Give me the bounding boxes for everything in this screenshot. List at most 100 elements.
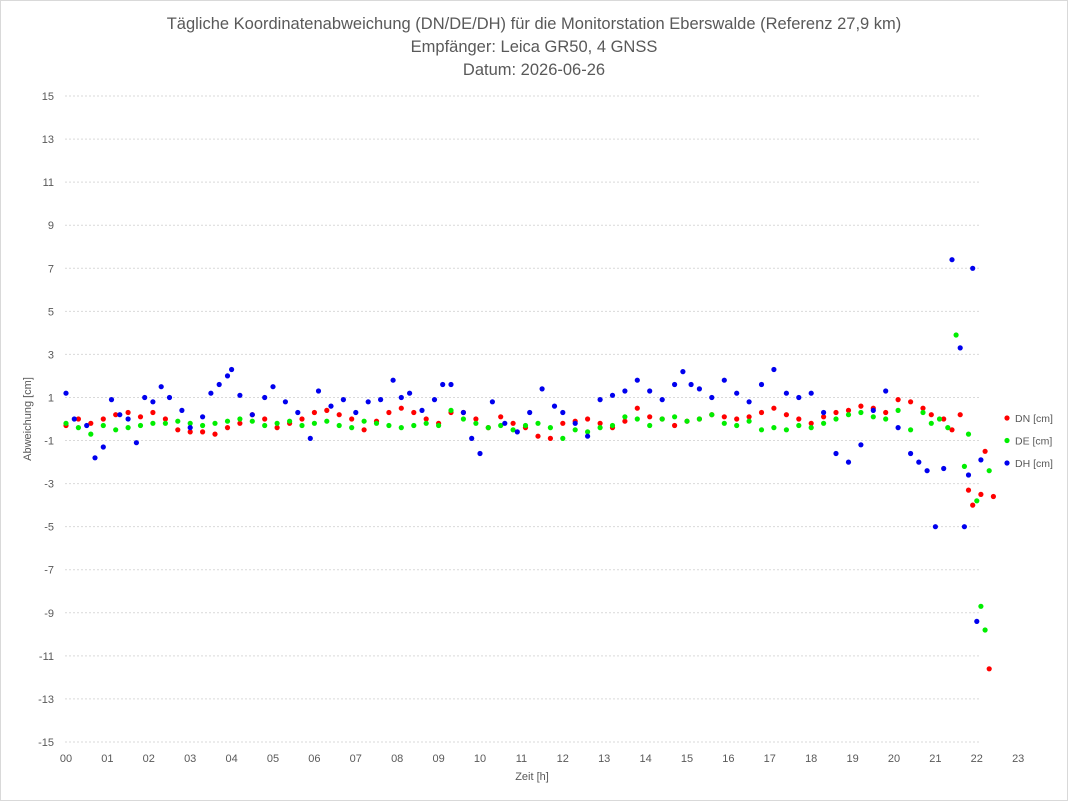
data-point <box>974 498 980 504</box>
data-point <box>216 381 222 388</box>
data-point <box>166 394 173 401</box>
data-point <box>349 425 355 431</box>
x-tick-label: 03 <box>184 753 196 765</box>
data-point <box>551 403 558 409</box>
data-point <box>916 459 922 465</box>
data-point <box>560 435 566 441</box>
data-point <box>709 394 715 401</box>
data-point <box>390 377 396 383</box>
data-point <box>622 388 628 394</box>
data-point <box>212 420 218 426</box>
data-point <box>92 455 98 461</box>
data-point <box>883 388 889 394</box>
x-tick-label: 04 <box>225 753 237 765</box>
data-point <box>734 422 740 429</box>
data-point <box>986 468 992 474</box>
data-point <box>597 420 603 426</box>
data-point <box>883 409 889 416</box>
data-point <box>386 409 392 416</box>
data-point <box>659 397 665 403</box>
data-point <box>965 431 972 437</box>
data-point <box>142 394 148 401</box>
data-point <box>634 405 640 411</box>
data-point <box>150 420 156 426</box>
data-point <box>473 420 479 426</box>
data-point <box>970 502 976 508</box>
x-tick-label: 12 <box>557 753 569 765</box>
data-point <box>137 414 144 420</box>
data-point <box>672 381 678 388</box>
data-point <box>100 422 106 429</box>
x-tick-label: 00 <box>60 753 72 765</box>
data-point <box>970 265 976 271</box>
data-point <box>734 390 740 396</box>
data-point <box>125 425 131 431</box>
data-point <box>137 422 144 429</box>
data-point <box>353 409 359 416</box>
y-tick-label: 13 <box>42 134 54 146</box>
data-point <box>522 422 529 429</box>
data-point <box>734 416 740 422</box>
data-point <box>974 618 980 625</box>
data-point <box>783 412 790 418</box>
data-point <box>361 418 367 424</box>
data-point <box>990 493 997 500</box>
data-point <box>684 418 690 424</box>
data-point <box>808 425 814 431</box>
data-point <box>858 409 864 416</box>
data-point <box>936 416 943 422</box>
data-point <box>908 427 914 433</box>
data-point <box>808 420 814 426</box>
data-point <box>597 425 603 431</box>
data-point <box>978 457 984 463</box>
data-point <box>941 416 947 422</box>
x-tick-label: 18 <box>805 753 817 765</box>
data-point <box>448 407 454 413</box>
x-tick-label: 19 <box>846 753 858 765</box>
data-point <box>498 422 504 429</box>
data-point <box>672 422 678 429</box>
data-point <box>324 407 330 413</box>
data-point <box>398 425 404 431</box>
data-point <box>585 416 591 422</box>
data-point <box>622 414 628 420</box>
data-point <box>460 409 466 416</box>
data-point <box>833 409 839 416</box>
data-point <box>514 429 520 435</box>
data-point <box>622 418 628 424</box>
data-point <box>311 409 317 416</box>
data-point <box>647 388 653 394</box>
x-tick-label: 22 <box>971 753 983 765</box>
data-point <box>63 420 69 426</box>
data-point <box>672 414 678 420</box>
data-point <box>208 390 214 396</box>
data-point <box>162 416 168 422</box>
data-point <box>572 420 578 426</box>
data-point <box>411 422 417 429</box>
data-point <box>949 427 955 433</box>
data-point <box>965 487 972 493</box>
x-tick-label: 20 <box>888 753 900 765</box>
data-point <box>440 381 446 388</box>
data-point <box>978 603 984 609</box>
data-point <box>609 392 616 398</box>
data-point <box>647 414 653 420</box>
data-point <box>150 409 156 416</box>
data-point <box>295 409 301 416</box>
data-point <box>63 390 69 396</box>
data-point <box>833 416 839 422</box>
data-point <box>982 448 988 454</box>
legend-label: DN [cm] <box>1015 413 1053 425</box>
data-point <box>945 425 951 431</box>
x-tick-label: 08 <box>391 753 403 765</box>
x-tick-label: 05 <box>267 753 279 765</box>
data-point <box>270 384 276 390</box>
data-point <box>783 390 790 396</box>
data-point <box>721 414 727 420</box>
data-point <box>237 420 243 426</box>
data-point <box>162 420 168 426</box>
data-point <box>431 397 438 403</box>
data-point <box>796 394 802 401</box>
data-point <box>237 416 243 422</box>
data-point <box>88 420 94 426</box>
